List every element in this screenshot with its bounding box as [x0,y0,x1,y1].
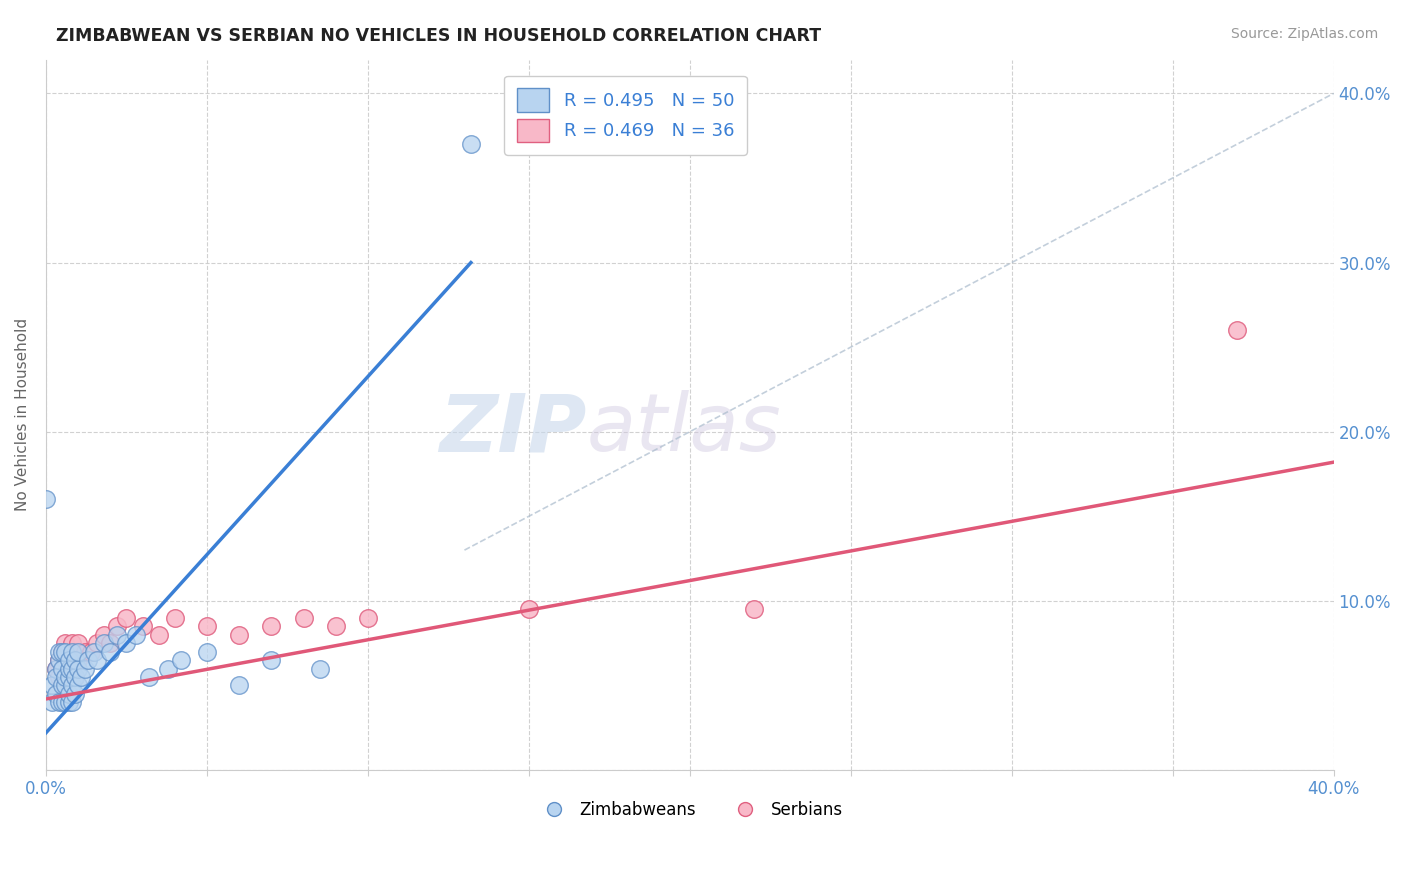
Point [45,661,67,675]
Point [60,644,83,658]
Point [115,636,138,650]
Point [742,602,765,616]
Point [195,619,218,633]
Point [53,695,76,709]
Text: ZIP: ZIP [440,390,586,468]
Point [1226,323,1249,337]
Point [105,628,128,642]
Text: atlas: atlas [586,390,782,468]
Point [35,492,58,507]
Text: ZIMBABWEAN VS SERBIAN NO VEHICLES IN HOUSEHOLD CORRELATION CHART: ZIMBABWEAN VS SERBIAN NO VEHICLES IN HOU… [56,27,821,45]
Point [125,628,148,642]
Point [86,636,108,650]
Point [98,644,121,658]
Y-axis label: No Vehicles in Household: No Vehicles in Household [15,318,30,511]
Point [41,695,63,709]
Point [60,636,83,650]
Point [53,670,76,684]
Point [260,653,283,667]
Point [53,678,76,692]
Point [53,670,76,684]
Point [45,687,67,701]
Point [51,644,73,658]
Point [67,644,90,658]
Point [51,661,73,675]
Point [115,611,138,625]
Legend: Zimbabweans, Serbians: Zimbabweans, Serbians [530,794,849,826]
Point [517,602,540,616]
Point [41,678,63,692]
Point [58,687,80,701]
Point [48,695,70,709]
Point [93,636,115,650]
Point [228,628,250,642]
Point [148,628,170,642]
Point [105,619,128,633]
Point [308,661,330,675]
Point [157,661,180,675]
Point [76,653,98,667]
Point [60,678,83,692]
Point [58,670,80,684]
Point [292,611,315,625]
Point [163,611,186,625]
Point [63,670,86,684]
Point [63,687,86,701]
Point [67,636,90,650]
Point [98,636,121,650]
Point [138,670,160,684]
Point [228,678,250,692]
Point [48,653,70,667]
Point [460,137,482,152]
Point [170,653,193,667]
Point [260,619,283,633]
Point [51,644,73,658]
Point [73,644,96,658]
Point [60,653,83,667]
Point [48,670,70,684]
Point [93,628,115,642]
Point [51,695,73,709]
Point [45,661,67,675]
Point [325,619,347,633]
Point [53,644,76,658]
Point [58,695,80,709]
Point [67,653,90,667]
Point [48,653,70,667]
Point [83,644,105,658]
Point [357,611,380,625]
Point [67,661,90,675]
Point [58,653,80,667]
Point [73,661,96,675]
Point [58,661,80,675]
Point [70,670,93,684]
Point [51,678,73,692]
Point [67,678,90,692]
Point [58,661,80,675]
Point [53,636,76,650]
Point [45,670,67,684]
Point [60,661,83,675]
Point [63,670,86,684]
Point [51,678,73,692]
Point [195,644,218,658]
Point [131,619,153,633]
Point [53,653,76,667]
Point [63,653,86,667]
Text: Source: ZipAtlas.com: Source: ZipAtlas.com [1230,27,1378,41]
Point [58,644,80,658]
Point [48,644,70,658]
Point [60,661,83,675]
Point [86,653,108,667]
Point [63,644,86,658]
Point [60,695,83,709]
Point [80,644,103,658]
